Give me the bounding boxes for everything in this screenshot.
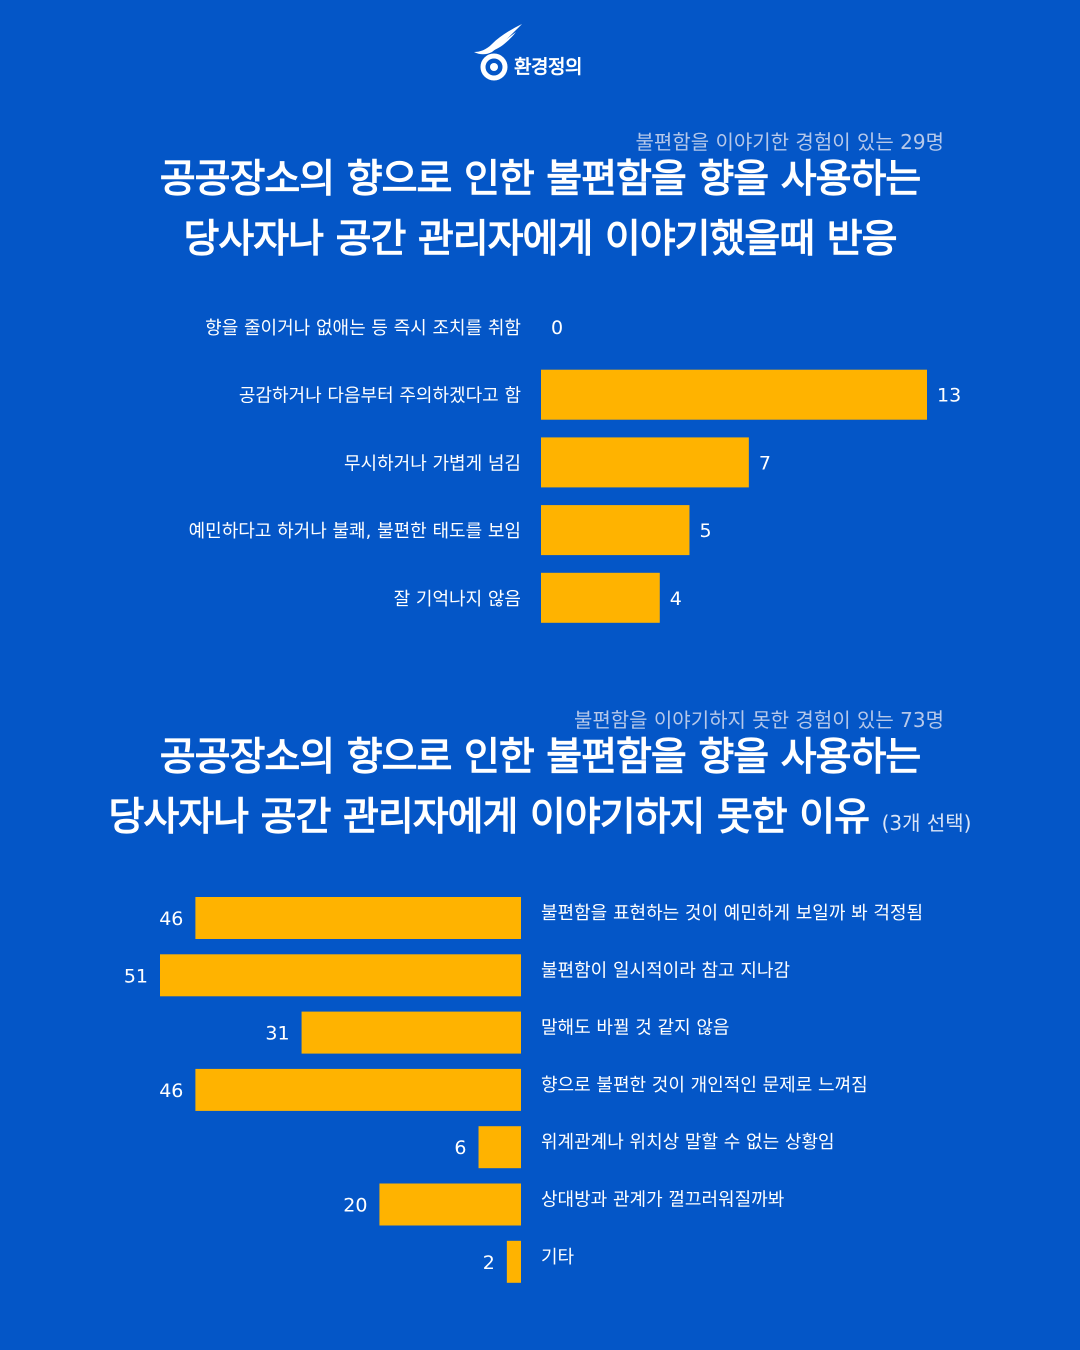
chart2-bar (301, 1011, 521, 1054)
brand-logo: 환경정의 (470, 22, 620, 82)
chart1-value-label: 5 (699, 520, 711, 542)
chart1-bar (541, 369, 927, 420)
chart1-bar (541, 505, 690, 556)
chart1-category-label: 공감하거나 다음부터 주의하겠다고 함 (239, 386, 521, 407)
chart2-category-label: 상대방과 관계가 껄끄러워질까봐 (541, 1190, 784, 1211)
chart2-category-label: 불편함이 일시적이라 참고 지나감 (541, 960, 790, 981)
chart2-note: (3개 선택) (881, 811, 972, 835)
chart2-title-line-2: 당사자나 공간 관리자에게 이야기하지 못한 이유 (3개 선택) (0, 788, 1080, 853)
chart1-category-label: 무시하거나 가볍게 넘김 (344, 453, 521, 474)
chart2-bar (379, 1183, 521, 1226)
chart2-value-label: 46 (159, 1080, 183, 1102)
chart2-title-line-1: 공공장소의 향으로 인한 불편함을 향을 사용하는 (159, 735, 922, 780)
eagle-logo-icon (474, 24, 522, 81)
chart1-title: 공공장소의 향으로 인한 불편함을 향을 사용하는 당사자나 공간 관리자에게 … (0, 150, 1080, 270)
chart2-value-label: 20 (343, 1195, 367, 1217)
chart2-value-label: 6 (454, 1137, 466, 1159)
chart2-value-label: 2 (483, 1252, 495, 1274)
chart2-bar (195, 1068, 521, 1111)
chart2-value-label: 46 (159, 908, 183, 930)
chart1-value-label: 13 (937, 385, 961, 407)
chart2-bar (506, 1240, 521, 1283)
chart2-category-label: 말해도 바뀔 것 같지 않음 (541, 1018, 730, 1039)
chart2-bar (478, 1126, 521, 1169)
chart2-category-label: 불편함을 표현하는 것이 예민하게 보일까 봐 걱정됨 (541, 903, 923, 924)
chart1-bar (541, 572, 660, 623)
chart2-title-line-2-text: 당사자나 공간 관리자에게 이야기하지 못한 이유 (108, 795, 870, 840)
chart1-value-label: 0 (551, 317, 563, 339)
chart2-category-label: 기타 (541, 1247, 575, 1268)
chart1-title-line-2: 당사자나 공간 관리자에게 이야기했을때 반응 (183, 217, 897, 262)
chart2-title: 공공장소의 향으로 인한 불편함을 향을 사용하는 당사자나 공간 관리자에게 … (0, 728, 1080, 853)
chart1-category-label: 잘 기억나지 않음 (394, 589, 521, 610)
chart2-subtitle: 불편함을 이야기하지 못한 경험이 있는 73명 (573, 708, 944, 732)
chart1-bar (541, 437, 749, 488)
chart1-value-label: 7 (759, 452, 771, 474)
chart2-bar (160, 954, 521, 997)
chart2-category-label: 위계관계나 위치상 말할 수 없는 상황임 (541, 1132, 835, 1153)
chart1-category-label: 예민하다고 하거나 불쾌, 불편한 태도를 보임 (189, 521, 521, 542)
chart2-bar (195, 897, 521, 939)
chart2-value-label: 31 (265, 1023, 289, 1045)
chart2-value-label: 51 (124, 965, 148, 987)
chart2-category-label: 향으로 불편한 것이 개인적인 문제로 느껴짐 (541, 1075, 868, 1096)
brand-name: 환경정의 (514, 56, 582, 78)
chart1-value-label: 4 (670, 588, 682, 610)
chart1-category-label: 향을 줄이거나 없애는 등 즉시 조치를 취함 (205, 318, 521, 339)
chart1-title-line-1: 공공장소의 향으로 인한 불편함을 향을 사용하는 (159, 157, 922, 202)
chart1-subtitle: 불편함을 이야기한 경험이 있는 29명 (635, 130, 944, 154)
